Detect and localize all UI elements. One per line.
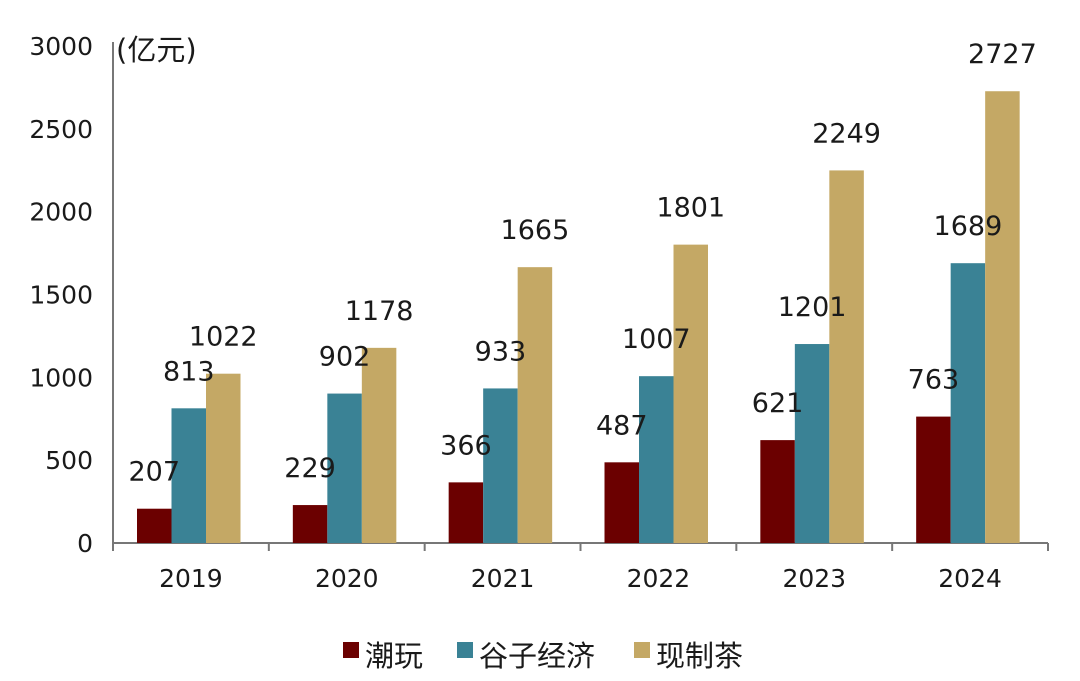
data-label: 813 bbox=[163, 356, 215, 387]
x-category-label: 2023 bbox=[782, 564, 846, 593]
bar-谷子经济-2024 bbox=[950, 263, 986, 543]
data-label: 763 bbox=[908, 365, 960, 396]
bar-潮玩-2021 bbox=[448, 482, 484, 543]
bar-现制茶-2019 bbox=[206, 373, 241, 543]
data-label: 1801 bbox=[656, 193, 725, 224]
data-label: 2249 bbox=[812, 118, 881, 149]
bar-潮玩-2020 bbox=[292, 505, 328, 543]
legend-label: 潮玩 bbox=[365, 639, 423, 673]
data-label: 1665 bbox=[501, 215, 570, 246]
legend-label: 现制茶 bbox=[656, 639, 743, 673]
data-label: 1178 bbox=[345, 296, 414, 327]
data-label: 207 bbox=[128, 457, 180, 488]
data-label: 1201 bbox=[778, 292, 847, 323]
data-label: 902 bbox=[319, 342, 371, 373]
legend-swatch bbox=[457, 642, 473, 658]
data-label: 933 bbox=[475, 336, 527, 367]
bar-谷子经济-2022 bbox=[639, 376, 674, 543]
legend-swatch bbox=[343, 642, 359, 658]
data-label: 487 bbox=[596, 410, 648, 441]
y-tick-label: 1000 bbox=[29, 363, 93, 392]
data-label: 1007 bbox=[622, 324, 691, 355]
data-label: 621 bbox=[752, 388, 804, 419]
legend-swatch bbox=[634, 642, 650, 658]
y-tick-label: 3000 bbox=[29, 32, 93, 61]
bar-现制茶-2024 bbox=[985, 91, 1020, 544]
y-unit-label: (亿元) bbox=[116, 33, 197, 67]
bar-现制茶-2023 bbox=[829, 170, 864, 544]
bar-潮玩-2019 bbox=[137, 508, 172, 543]
bar-谷子经济-2023 bbox=[794, 344, 830, 543]
y-tick-label: 0 bbox=[77, 529, 93, 558]
x-category-label: 2020 bbox=[315, 564, 379, 593]
bar-现制茶-2022 bbox=[673, 244, 708, 543]
y-tick-label: 2500 bbox=[29, 115, 93, 144]
bar-潮玩-2022 bbox=[604, 462, 639, 543]
legend-label: 谷子经济 bbox=[479, 639, 595, 673]
bar-现制茶-2021 bbox=[517, 267, 553, 543]
y-tick-label: 500 bbox=[45, 446, 93, 475]
data-label: 1022 bbox=[189, 322, 258, 353]
data-label: 2727 bbox=[968, 39, 1037, 70]
x-category-label: 2024 bbox=[938, 564, 1002, 593]
data-label: 1689 bbox=[934, 211, 1003, 242]
bar-谷子经济-2019 bbox=[171, 408, 206, 543]
x-category-label: 2022 bbox=[627, 564, 691, 593]
bar-潮玩-2023 bbox=[760, 440, 795, 543]
x-category-label: 2021 bbox=[471, 564, 535, 593]
x-category-label: 2019 bbox=[159, 564, 223, 593]
data-label: 366 bbox=[440, 430, 492, 461]
y-tick-label: 1500 bbox=[29, 281, 93, 310]
data-label: 229 bbox=[284, 453, 336, 484]
y-tick-label: 2000 bbox=[29, 198, 93, 227]
bar-潮玩-2024 bbox=[916, 416, 951, 543]
bar-现制茶-2020 bbox=[361, 347, 397, 543]
bar-谷子经济-2021 bbox=[483, 388, 518, 543]
bar-谷子经济-2020 bbox=[327, 393, 362, 543]
